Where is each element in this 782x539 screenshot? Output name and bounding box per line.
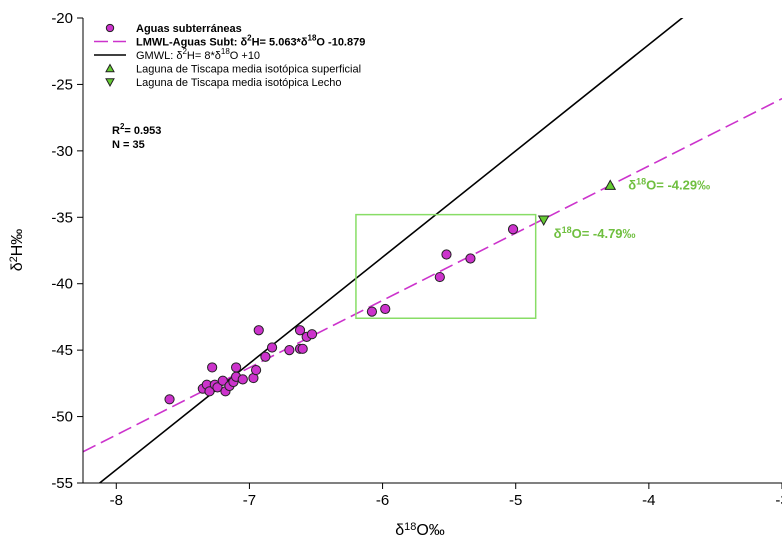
groundwater-point bbox=[237, 374, 248, 385]
y-tick-label: -35 bbox=[51, 209, 73, 226]
x-tick-label: -6 bbox=[376, 492, 389, 509]
groundwater-point bbox=[204, 386, 215, 397]
legend-entry-label: Aguas subterráneas bbox=[136, 23, 242, 35]
groundwater-point bbox=[284, 345, 295, 356]
y-tick-label: -45 bbox=[51, 342, 73, 359]
groundwater-point bbox=[465, 253, 476, 264]
legend-swatch bbox=[105, 63, 115, 73]
lagoon-surface-point bbox=[604, 179, 617, 190]
groundwater-point bbox=[366, 306, 378, 317]
y-tick-label: -50 bbox=[51, 409, 73, 426]
point-annotation: δ18​O= -4.29‰ bbox=[628, 176, 710, 192]
y-tick-label: -30 bbox=[51, 143, 73, 160]
x-tick-label: -8 bbox=[110, 492, 123, 509]
groundwater-point bbox=[217, 375, 228, 386]
groundwater-point bbox=[260, 351, 271, 362]
groundwater-point bbox=[266, 342, 278, 353]
groundwater-point bbox=[297, 343, 308, 354]
legend-entry-label: Laguna de Tiscapa media isotópica Lecho bbox=[136, 77, 341, 89]
groundwater-point bbox=[294, 325, 306, 336]
legend-swatch bbox=[105, 23, 115, 33]
legend-swatch bbox=[105, 78, 115, 88]
y-tick-label: -40 bbox=[51, 276, 73, 293]
x-tick-label: -7 bbox=[243, 492, 256, 509]
groundwater-point bbox=[250, 364, 262, 376]
groundwater-point bbox=[507, 224, 519, 235]
legend-entry-label: GMWL: δ2​H= 8*δ18​O +10 bbox=[136, 47, 260, 62]
y-tick-label: -20 bbox=[51, 10, 73, 27]
plot-area bbox=[83, 18, 782, 483]
y-tick-label: -55 bbox=[51, 475, 73, 492]
groundwater-point bbox=[441, 249, 452, 260]
x-tick-label: -5 bbox=[509, 492, 522, 509]
groundwater-point bbox=[306, 329, 318, 340]
groundwater-point bbox=[212, 382, 223, 393]
groundwater-point bbox=[164, 394, 175, 405]
stat-label: R2​= 0.953 bbox=[112, 122, 161, 137]
y-axis-label: δ2​H‰ bbox=[8, 229, 26, 272]
legend-entry-label: LMWL-Aguas Subt: δ2​H= 5.063*δ18​O -10.8… bbox=[136, 34, 365, 49]
highlight-box bbox=[355, 213, 537, 320]
legend-entry-label: Laguna de Tiscapa media isotópica superf… bbox=[136, 64, 361, 76]
lmwl-line bbox=[83, 97, 782, 453]
groundwater-point bbox=[380, 303, 391, 315]
point-annotation: δ18​O= -4.79‰ bbox=[554, 225, 636, 241]
groundwater-point bbox=[207, 362, 218, 373]
x-tick-label: -4 bbox=[642, 492, 655, 509]
groundwater-point bbox=[434, 271, 445, 283]
stat-label: N = 35 bbox=[112, 139, 145, 151]
x-axis-label: δ18​O‰ bbox=[395, 521, 445, 539]
groundwater-point bbox=[231, 362, 242, 373]
x-tick-label: -3 bbox=[775, 492, 782, 509]
y-tick-label: -25 bbox=[51, 76, 73, 93]
lagoon-bed-point bbox=[537, 215, 550, 226]
groundwater-point bbox=[253, 325, 264, 336]
gmwl-line bbox=[98, 18, 684, 483]
